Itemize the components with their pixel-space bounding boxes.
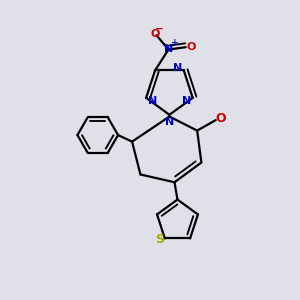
Text: N: N: [165, 117, 174, 127]
Text: −: −: [155, 24, 164, 34]
Text: S: S: [155, 233, 164, 246]
Text: O: O: [187, 42, 196, 52]
Text: N: N: [148, 96, 157, 106]
Text: N: N: [164, 44, 174, 54]
Text: N: N: [182, 96, 191, 106]
Text: +: +: [171, 38, 178, 47]
Text: O: O: [216, 112, 226, 125]
Text: N: N: [172, 63, 182, 73]
Text: O: O: [150, 29, 160, 39]
